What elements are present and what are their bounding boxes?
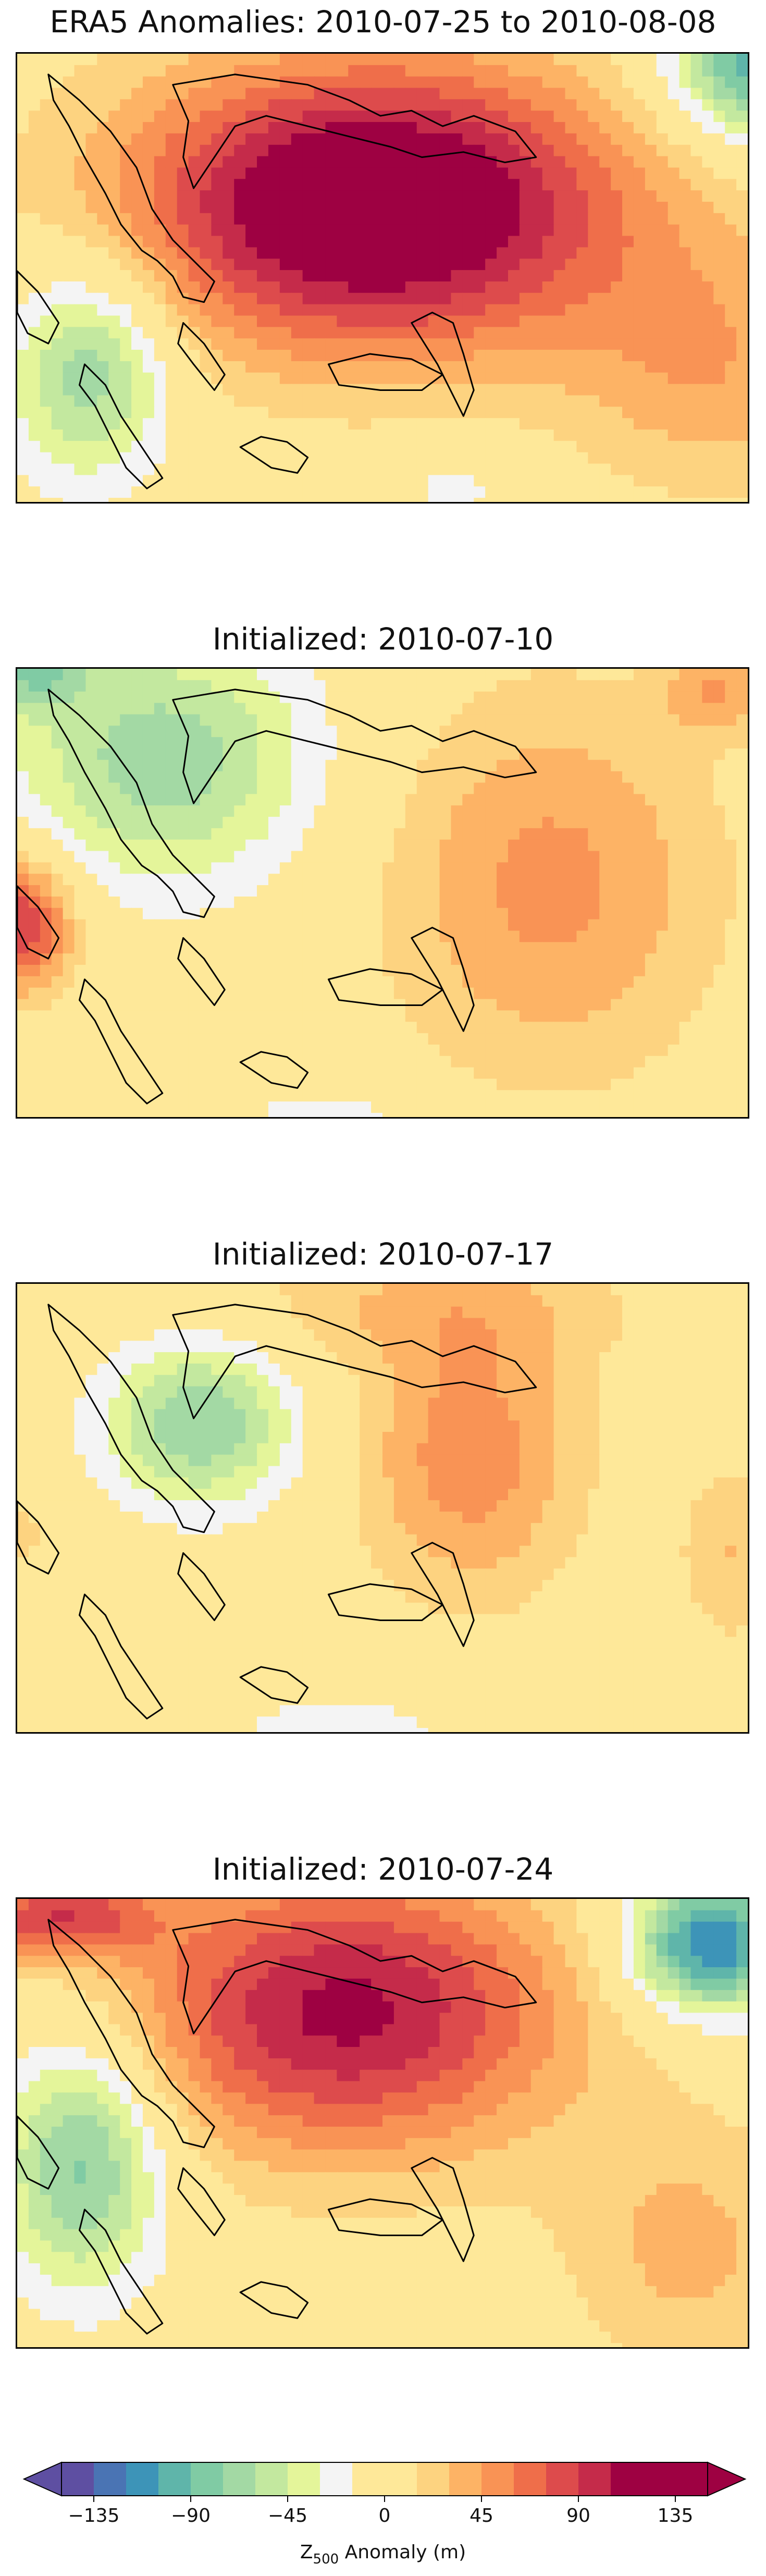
map-init-2010-07-10 bbox=[16, 667, 749, 1119]
panel-title-era5: ERA5 Anomalies: 2010-07-25 to 2010-08-08 bbox=[50, 4, 716, 40]
coastline-4 bbox=[327, 1583, 443, 1621]
colorbar-tick-label: −135 bbox=[68, 2505, 120, 2526]
init-0710-map-svg bbox=[17, 669, 748, 1117]
colorbar-extend-low bbox=[22, 2461, 62, 2497]
coastline-3 bbox=[239, 436, 309, 474]
colorbar-segment bbox=[643, 2462, 676, 2496]
colorbar-segment bbox=[288, 2462, 320, 2496]
colorbar-segment bbox=[126, 2462, 159, 2496]
colorbar-segment bbox=[320, 2462, 353, 2496]
map-era5-anomalies bbox=[16, 52, 749, 504]
coastline-2 bbox=[78, 978, 164, 1105]
colorbar-segment bbox=[417, 2462, 450, 2496]
anomaly-field bbox=[17, 1284, 748, 1732]
coastline-0 bbox=[47, 1304, 215, 1534]
coastline-6 bbox=[17, 270, 60, 345]
colorbar-tick-label: −45 bbox=[268, 2505, 307, 2526]
colorbar-segment bbox=[578, 2462, 611, 2496]
coastline-1 bbox=[172, 1304, 537, 1419]
coastline-0 bbox=[47, 73, 215, 303]
colorbar-segment bbox=[514, 2462, 547, 2496]
anomaly-field bbox=[17, 669, 748, 1117]
colorbar-tick-label: 45 bbox=[470, 2505, 493, 2526]
colorbar-segment bbox=[61, 2462, 94, 2496]
coastline-2 bbox=[78, 1593, 164, 1720]
panel-title-init-0724: Initialized: 2010-07-24 bbox=[212, 1851, 554, 1887]
colorbar-ticks: −135 −90 −45 0 45 90 135 bbox=[68, 2496, 694, 2526]
colorbar-segment bbox=[191, 2462, 224, 2496]
colorbar-segment bbox=[223, 2462, 256, 2496]
panel-title-init-0717: Initialized: 2010-07-17 bbox=[212, 1236, 554, 1272]
init-0724-map-svg bbox=[17, 1899, 748, 2347]
colorbar-segment bbox=[352, 2462, 417, 2496]
colorbar-segment bbox=[675, 2462, 708, 2496]
colorbar-segment bbox=[449, 2462, 482, 2496]
colorbar-label: Z500 Anomaly (m) bbox=[300, 2542, 466, 2567]
coastline-3 bbox=[239, 2281, 309, 2319]
coastline-7 bbox=[177, 2167, 226, 2236]
coastline-6 bbox=[17, 1500, 60, 1575]
colorbar-segment bbox=[255, 2462, 288, 2496]
coastline-7 bbox=[177, 937, 226, 1006]
coastline-1 bbox=[172, 1919, 537, 2034]
coastline-4 bbox=[327, 968, 443, 1006]
panel-title-init-0710: Initialized: 2010-07-10 bbox=[212, 621, 554, 657]
map-init-2010-07-17 bbox=[16, 1282, 749, 1734]
coastline-2 bbox=[78, 2209, 164, 2335]
colorbar-segment bbox=[481, 2462, 514, 2496]
coastline-6 bbox=[17, 2115, 60, 2190]
colorbar: −135 −90 −45 0 45 90 135 Z500 Anomaly (m) bbox=[22, 2461, 747, 2567]
anomaly-field bbox=[17, 1899, 748, 2347]
anomaly-field bbox=[17, 54, 748, 502]
coastline-5 bbox=[411, 927, 475, 1032]
colorbar-segment bbox=[94, 2462, 127, 2496]
coastline-7 bbox=[177, 322, 226, 391]
coastline-3 bbox=[239, 1666, 309, 1704]
coastline-4 bbox=[327, 353, 443, 391]
coastline-6 bbox=[17, 885, 60, 960]
coastline-0 bbox=[47, 1919, 215, 2149]
coastline-2 bbox=[78, 363, 164, 489]
init-0717-map-svg bbox=[17, 1284, 748, 1732]
coastline-1 bbox=[172, 73, 537, 189]
colorbar-tick-label: 90 bbox=[566, 2505, 590, 2526]
colorbar-tick-label: 0 bbox=[379, 2505, 391, 2526]
era5-map-svg bbox=[17, 54, 748, 502]
coastline-1 bbox=[172, 689, 537, 804]
coastline-5 bbox=[411, 1542, 475, 1647]
colorbar-tick-label: −90 bbox=[171, 2505, 211, 2526]
colorbar-segment bbox=[158, 2462, 191, 2496]
colorbar-body bbox=[22, 2461, 747, 2497]
coastline-3 bbox=[239, 1051, 309, 1089]
coastline-7 bbox=[177, 1552, 226, 1621]
coastline-0 bbox=[47, 689, 215, 918]
coastline-5 bbox=[411, 2157, 475, 2262]
colorbar-segment bbox=[546, 2462, 579, 2496]
coastline-4 bbox=[327, 2198, 443, 2236]
colorbar-segment bbox=[611, 2462, 644, 2496]
colorbar-extend-high bbox=[707, 2461, 747, 2497]
colorbar-tick-label: 135 bbox=[658, 2505, 694, 2526]
map-init-2010-07-24 bbox=[16, 1897, 749, 2349]
coastline-5 bbox=[411, 312, 475, 417]
